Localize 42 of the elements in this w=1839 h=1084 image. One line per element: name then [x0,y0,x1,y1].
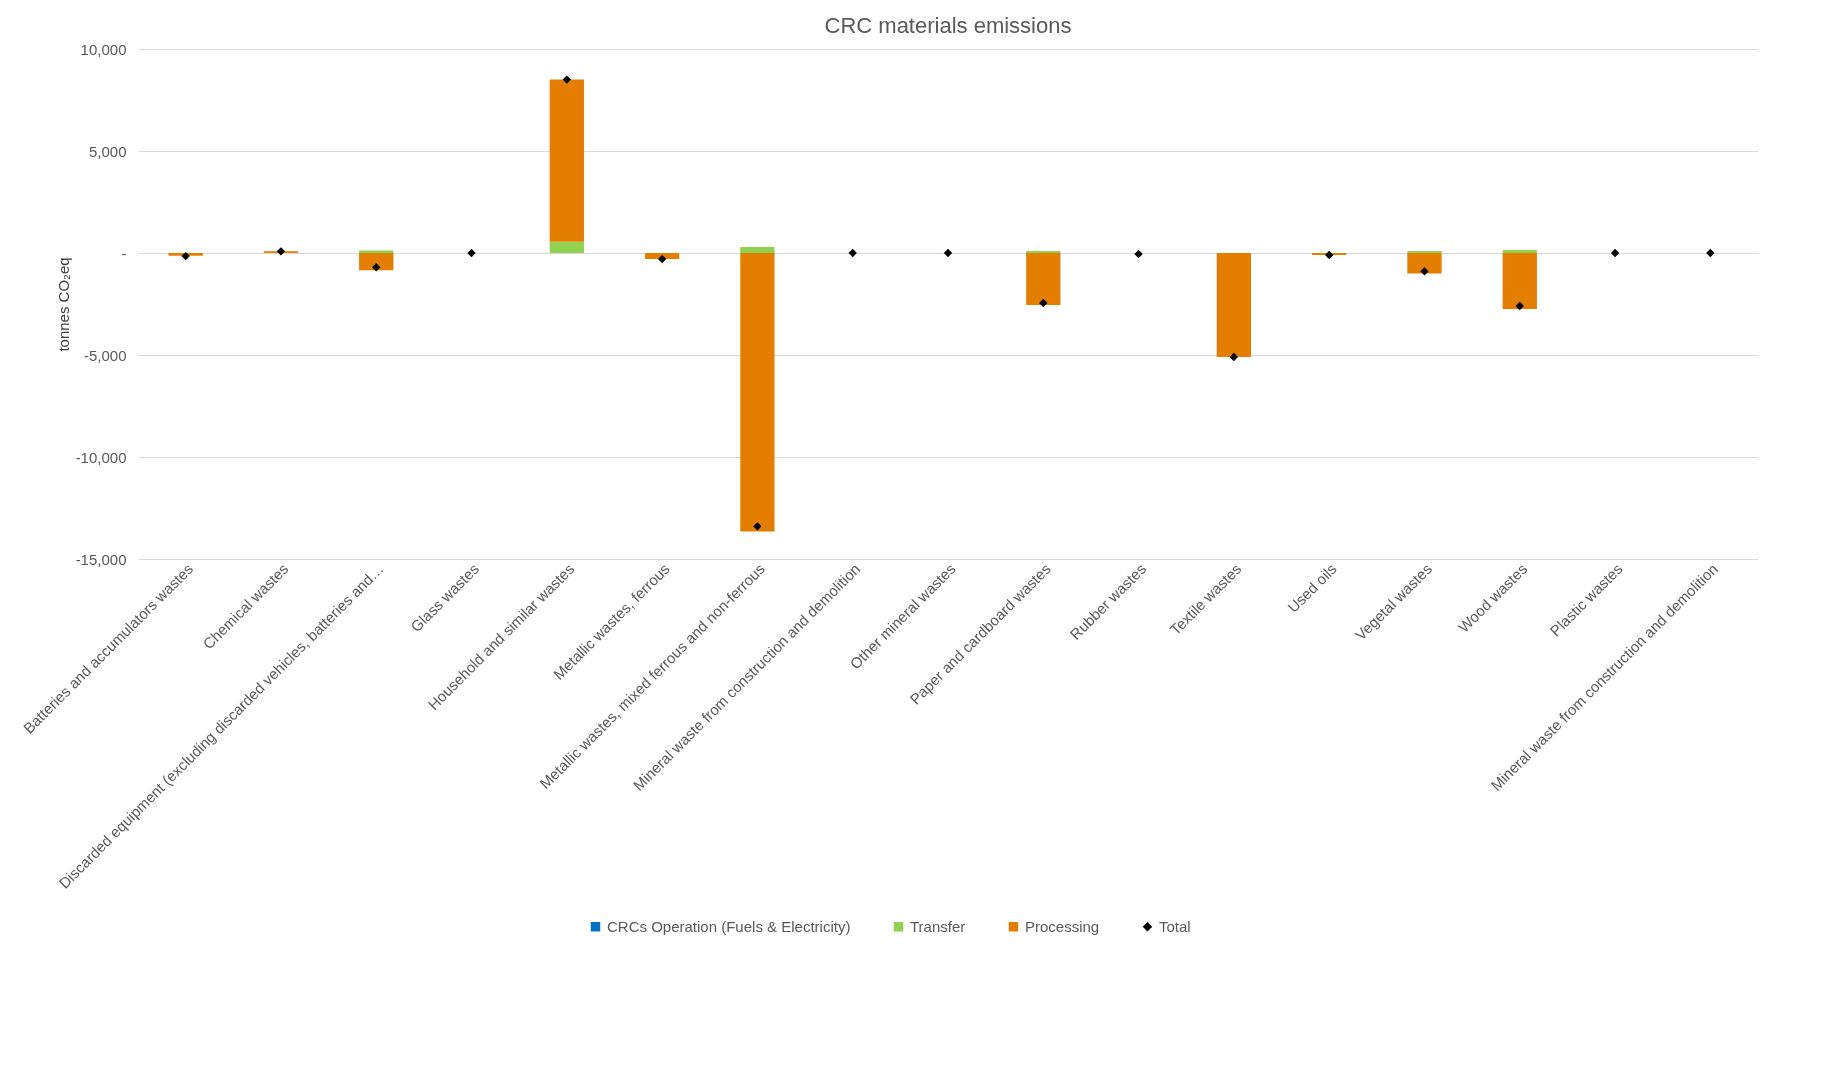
point [943,248,953,258]
legend-label: Total [1159,917,1191,935]
y-tick-label: -10,000 [75,448,127,466]
point [1134,249,1143,259]
point [181,251,190,261]
y-tick-label: 5,000 [88,142,127,160]
bar [1026,250,1061,253]
point [1420,267,1429,276]
bar [1502,253,1537,310]
bar [549,79,584,242]
bar [549,241,584,253]
bar [1502,249,1537,253]
point [1324,250,1334,260]
chart-title: CRC materials emissions [824,13,1072,38]
legend-label: Transfer [910,917,966,935]
point [562,75,572,84]
bar [1407,253,1442,274]
bar [1216,253,1252,358]
y-axis-title: tonnes CO₂eq [54,257,72,352]
bar [644,253,680,260]
point [1229,352,1239,362]
legend-label: CRCs Operation (Fuels & Electricity) [607,917,851,935]
bar [1026,253,1061,306]
point [372,263,381,272]
point [1706,248,1715,258]
point [753,522,762,531]
bar [740,253,775,532]
point [1039,298,1048,308]
y-tick-label: 10,000 [80,40,127,58]
bar [359,253,394,271]
point [848,248,857,258]
point [1515,301,1524,311]
bar [1407,250,1442,253]
point [467,248,476,258]
y-tick-label: -5,000 [83,346,127,364]
y-tick-label: - [121,244,127,262]
point [276,247,286,256]
y-tick-label: -15,000 [75,550,127,568]
point [657,254,667,264]
bar [740,246,775,253]
legend-label: Processing [1025,917,1100,935]
point [1610,248,1620,258]
